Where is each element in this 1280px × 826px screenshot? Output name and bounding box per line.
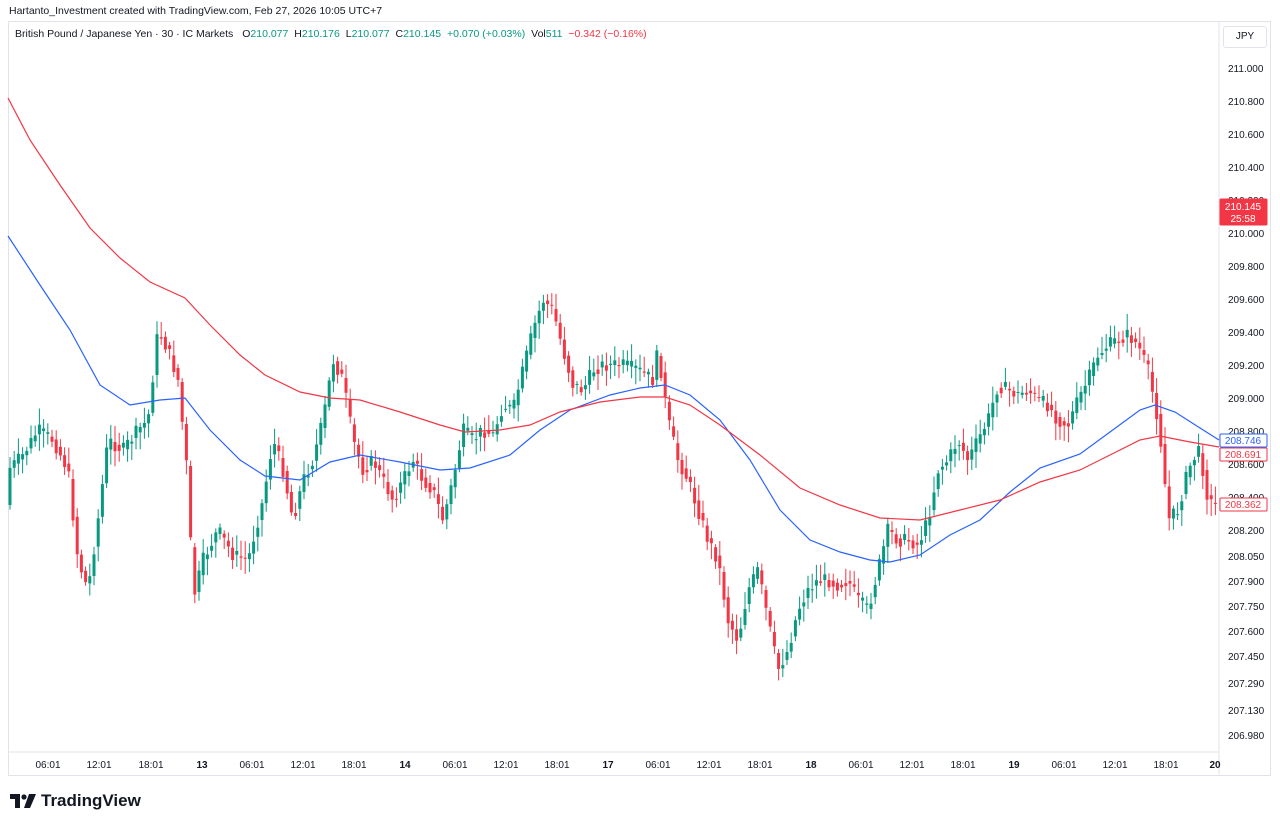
red-ma-badge-text: 208.691 — [1225, 450, 1262, 461]
low-label: L — [345, 28, 352, 40]
time-tick: 13 — [196, 760, 208, 771]
vol-label: Vol — [531, 28, 546, 40]
price-tick: 209.200 — [1228, 361, 1265, 372]
time-tick: 06:01 — [848, 760, 873, 771]
time-tick: 12:01 — [1102, 760, 1127, 771]
last-price-badge-text: 210.145 — [1225, 202, 1262, 213]
price-tick: 208.200 — [1228, 526, 1265, 537]
high-value: 210.176 — [301, 28, 340, 40]
price-tick: 207.130 — [1228, 706, 1265, 717]
time-tick: 18:01 — [341, 760, 366, 771]
price-tick: 208.800 — [1228, 427, 1265, 438]
tradingview-logo-icon — [10, 794, 36, 808]
time-tick: 19 — [1008, 760, 1020, 771]
time-tick: 12:01 — [290, 760, 315, 771]
symbol-label[interactable]: British Pound / Japanese Yen · 30 · IC M… — [15, 28, 234, 40]
time-tick: 06:01 — [442, 760, 467, 771]
price-tick: 210.000 — [1228, 229, 1265, 240]
time-tick: 12:01 — [493, 760, 518, 771]
time-tick: 18:01 — [1153, 760, 1178, 771]
currency-button[interactable]: JPY — [1223, 26, 1267, 48]
ma-slow-line — [7, 97, 1220, 521]
time-tick: 12:01 — [86, 760, 111, 771]
chart-frame — [8, 21, 1271, 776]
ma-fast-line — [7, 235, 1220, 563]
price-tick: 210.800 — [1228, 97, 1265, 108]
price-tick: 207.750 — [1228, 602, 1265, 613]
last-price-badge — [1219, 198, 1268, 226]
candles — [8, 293, 1217, 681]
time-tick: 18:01 — [747, 760, 772, 771]
high-label: H — [294, 28, 302, 40]
red-ma-badge — [1219, 447, 1268, 462]
blue-ma-badge-text: 208.746 — [1225, 436, 1262, 447]
time-tick: 18:01 — [950, 760, 975, 771]
time-tick: 06:01 — [645, 760, 670, 771]
open-label: O — [242, 28, 251, 40]
logo-text: TradingView — [41, 791, 141, 810]
price-tick: 209.600 — [1228, 295, 1265, 306]
countdown-text: 25:58 — [1230, 214, 1255, 225]
price-tick: 210.400 — [1228, 163, 1265, 174]
vol-change-value: −0.342 (−0.16%) — [568, 28, 647, 40]
close-label: C — [395, 28, 404, 40]
time-tick: 18:01 — [138, 760, 163, 771]
price-tick: 208.600 — [1228, 460, 1265, 471]
tradingview-logo: TradingView — [10, 791, 141, 811]
price-tick: 207.900 — [1228, 577, 1265, 588]
time-tick: 14 — [399, 760, 411, 771]
price-tick: 210.600 — [1228, 130, 1265, 141]
time-tick: 06:01 — [239, 760, 264, 771]
close-price-badge — [1219, 497, 1268, 512]
vol-value: 511 — [545, 28, 563, 40]
change-value: +0.070 (+0.03%) — [446, 28, 526, 40]
price-tick: 206.980 — [1228, 731, 1265, 742]
close-price-badge-text: 208.362 — [1225, 500, 1262, 511]
close-value: 210.145 — [403, 28, 442, 40]
price-tick: 207.600 — [1228, 627, 1265, 638]
price-tick: 211.000 — [1228, 64, 1264, 75]
price-tick: 209.400 — [1228, 328, 1265, 339]
time-tick: 06:01 — [1051, 760, 1076, 771]
blue-ma-badge — [1219, 433, 1268, 448]
time-tick: 17 — [602, 760, 614, 771]
time-tick: 06:01 — [35, 760, 60, 771]
chart-credit: Hartanto_Investment created with Trading… — [9, 5, 383, 17]
open-value: 210.077 — [250, 28, 289, 40]
time-tick: 20 — [1209, 760, 1221, 771]
time-tick: 18:01 — [544, 760, 569, 771]
price-tick: 208.050 — [1228, 552, 1265, 563]
low-value: 210.077 — [351, 28, 390, 40]
time-tick: 18 — [805, 760, 817, 771]
time-tick: 12:01 — [696, 760, 721, 771]
price-tick: 207.290 — [1228, 679, 1265, 690]
price-tick: 209.000 — [1228, 394, 1265, 405]
price-tick: 209.800 — [1228, 262, 1265, 273]
price-tick: 207.450 — [1228, 652, 1265, 663]
time-tick: 12:01 — [899, 760, 924, 771]
ohlc-legend: British Pound / Japanese Yen · 30 · IC M… — [15, 28, 650, 40]
